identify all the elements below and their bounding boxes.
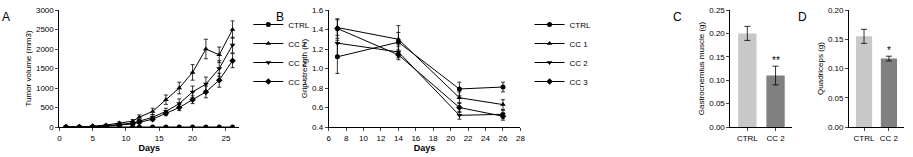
svg-text:A: A [2,10,10,24]
svg-text:B: B [276,10,284,24]
svg-text:CTRL: CTRL [570,21,591,30]
svg-text:CTRL: CTRL [288,21,309,30]
svg-text:22: 22 [464,134,473,143]
svg-text:2500: 2500 [36,25,54,34]
svg-text:CC 3: CC 3 [288,78,307,87]
svg-text:0: 0 [57,134,62,143]
svg-text:0.20: 0.20 [709,29,725,38]
svg-text:0.15: 0.15 [828,35,844,44]
svg-text:0.8: 0.8 [312,84,324,93]
svg-text:CC 2: CC 2 [570,59,589,68]
svg-text:CC 1: CC 1 [288,40,307,49]
svg-text:24: 24 [481,134,490,143]
svg-text:16: 16 [411,134,420,143]
svg-text:Quadriceps (g): Quadriceps (g) [816,42,825,95]
svg-text:0.20: 0.20 [828,6,844,15]
svg-text:0.6: 0.6 [312,103,324,112]
svg-text:CC 2: CC 2 [766,134,785,143]
svg-text:20: 20 [446,134,455,143]
svg-text:D: D [798,10,807,24]
svg-text:CTRL: CTRL [854,134,875,143]
svg-text:1.4: 1.4 [312,25,324,34]
svg-text:1500: 1500 [36,64,54,73]
svg-text:1000: 1000 [36,84,54,93]
svg-text:0.00: 0.00 [828,123,844,132]
svg-text:0: 0 [49,123,54,132]
svg-text:25: 25 [221,134,230,143]
svg-text:Gastrocnemius muscle (g): Gastrocnemius muscle (g) [697,21,706,115]
svg-text:18: 18 [429,134,438,143]
svg-text:20: 20 [188,134,197,143]
svg-text:1.2: 1.2 [312,45,324,54]
svg-text:Days: Days [414,143,436,153]
svg-text:*: * [887,45,891,56]
svg-text:5: 5 [90,134,95,143]
svg-text:1.6: 1.6 [312,6,324,15]
svg-text:2000: 2000 [36,45,54,54]
svg-text:CC 2: CC 2 [880,134,899,143]
svg-text:0.10: 0.10 [709,76,725,85]
svg-text:28: 28 [516,134,525,143]
svg-text:0.15: 0.15 [709,53,725,62]
svg-text:10: 10 [359,134,368,143]
svg-text:12: 12 [377,134,386,143]
svg-text:14: 14 [394,134,403,143]
svg-text:**: ** [772,55,780,66]
svg-text:6: 6 [326,134,331,143]
svg-text:CC 2: CC 2 [288,59,307,68]
svg-text:Tumor volume (mm3): Tumor volume (mm3) [24,30,33,106]
svg-text:CC 3: CC 3 [570,78,589,87]
svg-text:0.25: 0.25 [709,6,725,15]
svg-text:1.0: 1.0 [312,64,324,73]
svg-text:3000: 3000 [36,6,54,15]
svg-text:26: 26 [499,134,508,143]
svg-text:0.05: 0.05 [828,94,844,103]
svg-text:500: 500 [40,103,54,112]
svg-text:0.00: 0.00 [709,123,725,132]
svg-text:Days: Days [139,143,161,153]
svg-text:Grip strength (N): Grip strength (N) [300,38,309,98]
svg-text:8: 8 [344,134,349,143]
svg-text:0.10: 0.10 [828,64,844,73]
svg-text:0.4: 0.4 [312,123,324,132]
svg-text:10: 10 [122,134,131,143]
svg-text:CC 1: CC 1 [570,40,589,49]
svg-text:CTRL: CTRL [737,134,758,143]
svg-text:C: C [673,10,682,24]
svg-text:0.05: 0.05 [709,99,725,108]
svg-text:15: 15 [155,134,164,143]
